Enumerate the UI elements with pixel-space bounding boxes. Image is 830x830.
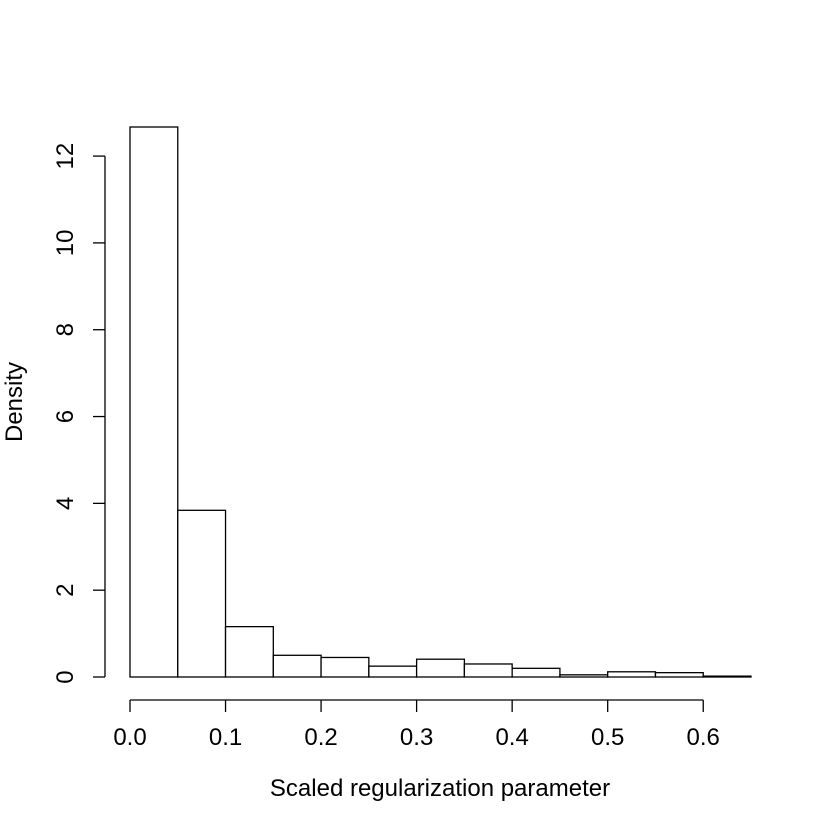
- y-tick-label: 0: [52, 670, 79, 683]
- x-tick-label: 0.4: [495, 724, 528, 751]
- y-tick-label: 6: [52, 410, 79, 423]
- histogram-bar: [320, 656, 370, 678]
- histogram-bar: [368, 665, 418, 678]
- y-axis-title: Density: [1, 362, 28, 442]
- histogram-bar: [559, 674, 609, 678]
- histogram-bar: [702, 675, 752, 678]
- x-tick-label: 0.6: [687, 724, 720, 751]
- histogram-bar: [511, 667, 561, 678]
- y-tick-label: 4: [52, 497, 79, 510]
- y-tick-label: 8: [52, 323, 79, 336]
- histogram-bar: [272, 654, 322, 678]
- x-tick-label: 0.0: [113, 724, 146, 751]
- x-tick-label: 0.3: [400, 724, 433, 751]
- y-axis: 0 2 4 6 8 10 12: [52, 143, 106, 684]
- x-axis-title: Scaled regularization parameter: [270, 775, 610, 802]
- x-axis: 0.0 0.1 0.2 0.3 0.4 0.5 0.6: [113, 699, 720, 751]
- x-tick-label: 0.2: [304, 724, 337, 751]
- histogram-bar: [607, 671, 657, 678]
- histogram-bar: [129, 126, 179, 678]
- histogram-bar: [463, 663, 513, 678]
- histogram-bar: [654, 672, 704, 678]
- histogram-bar: [177, 509, 227, 678]
- y-tick-label: 2: [52, 584, 79, 597]
- histogram-bars: [129, 126, 752, 678]
- y-tick-label: 12: [52, 143, 79, 170]
- x-tick-label: 0.5: [591, 724, 624, 751]
- histogram-bar: [224, 625, 274, 678]
- histogram-bar: [415, 658, 466, 678]
- x-tick-label: 0.1: [209, 724, 242, 751]
- y-tick-label: 10: [52, 230, 79, 257]
